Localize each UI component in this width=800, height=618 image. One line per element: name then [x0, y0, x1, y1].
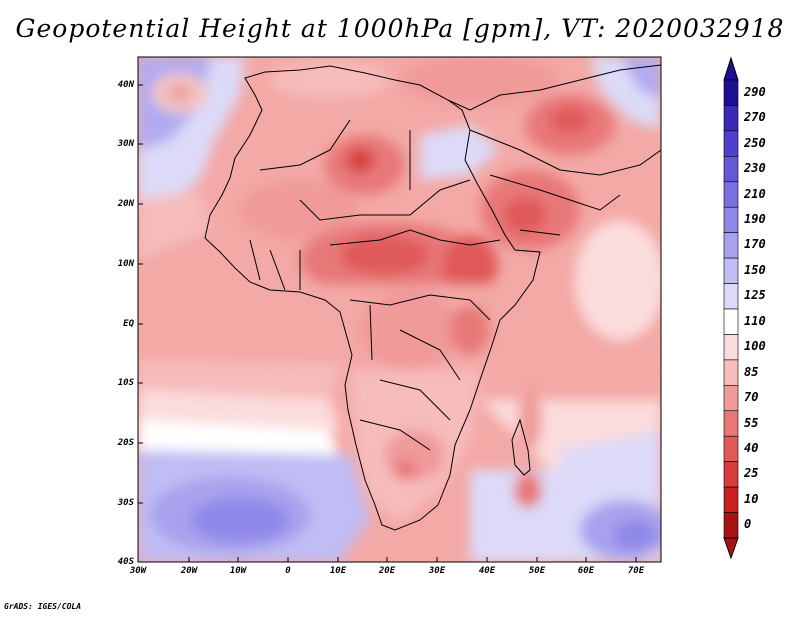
colorbar-label: 10 — [744, 491, 759, 506]
colorbar-label: 190 — [744, 211, 766, 226]
colorbar-segment — [723, 283, 739, 310]
lon-label: 20W — [180, 566, 198, 576]
colorbar-label: 110 — [744, 313, 766, 328]
colorbar-label: 210 — [744, 186, 766, 201]
colorbar-segment — [723, 385, 739, 412]
map-frame — [137, 56, 662, 563]
credit-text: GrADS: IGES/COLA — [4, 602, 82, 611]
lon-label: 50E — [528, 566, 546, 576]
lat-label: 20S — [117, 438, 134, 448]
colorbar-segment — [723, 79, 739, 106]
lon-label: 40E — [478, 566, 496, 576]
lon-label: 30W — [129, 566, 147, 576]
lat-label: 20N — [117, 199, 134, 209]
colorbar-segment — [723, 130, 739, 157]
colorbar-segment — [723, 461, 739, 488]
colorbar-segment — [723, 232, 739, 259]
colorbar-label: 40 — [744, 440, 759, 455]
colorbar-segment — [723, 206, 739, 233]
axis-ticks — [138, 84, 637, 562]
lon-label: 10W — [229, 566, 247, 576]
colorbar-label: 0 — [744, 517, 752, 532]
colorbar-label: 25 — [744, 466, 759, 481]
colorbar-label: 250 — [744, 135, 766, 150]
colorbar-segment — [723, 512, 739, 539]
lon-label: 20E — [378, 566, 396, 576]
lat-label: 40N — [117, 80, 134, 90]
colorbar-segment — [723, 334, 739, 361]
lon-label: 10E — [329, 566, 347, 576]
lat-label: 30N — [117, 139, 134, 149]
colorbar-segment — [723, 410, 739, 437]
lon-label: 60E — [577, 566, 595, 576]
lat-label: 10N — [117, 259, 134, 269]
colorbar-segment — [723, 359, 739, 386]
colorbar-top-arrow — [723, 56, 739, 81]
colorbar-label: 170 — [744, 237, 766, 252]
chart-title: Geopotential Height at 1000hPa [gpm], VT… — [15, 14, 785, 43]
colorbar-bottom-arrow — [723, 537, 739, 560]
height-field — [138, 57, 661, 562]
colorbar-label: 70 — [744, 390, 759, 405]
lat-label: EQ — [123, 319, 134, 329]
lon-label: 0 — [285, 566, 291, 576]
lat-label: 40S — [117, 557, 134, 567]
colorbar-label: 270 — [744, 110, 766, 125]
colorbar-label: 150 — [744, 262, 766, 277]
colorbar-segment — [723, 156, 739, 183]
colorbar-label: 100 — [744, 339, 766, 354]
colorbar-segment — [723, 181, 739, 208]
colorbar-label: 230 — [744, 161, 766, 176]
colorbar-segment — [723, 435, 739, 462]
colorbar-label: 125 — [744, 288, 766, 303]
colorbar-label: 290 — [744, 84, 766, 99]
colorbar-label: 55 — [744, 415, 759, 430]
colorbar-segment — [723, 308, 739, 335]
colorbar-label: 85 — [744, 364, 759, 379]
lat-label: 10S — [117, 378, 134, 388]
lon-label: 70E — [627, 566, 645, 576]
lon-label: 30E — [428, 566, 446, 576]
colorbar-segment — [723, 257, 739, 284]
lat-label: 30S — [117, 498, 134, 508]
coastlines — [204, 64, 661, 531]
colorbar-segment — [723, 486, 739, 513]
colorbar-segment — [723, 105, 739, 132]
